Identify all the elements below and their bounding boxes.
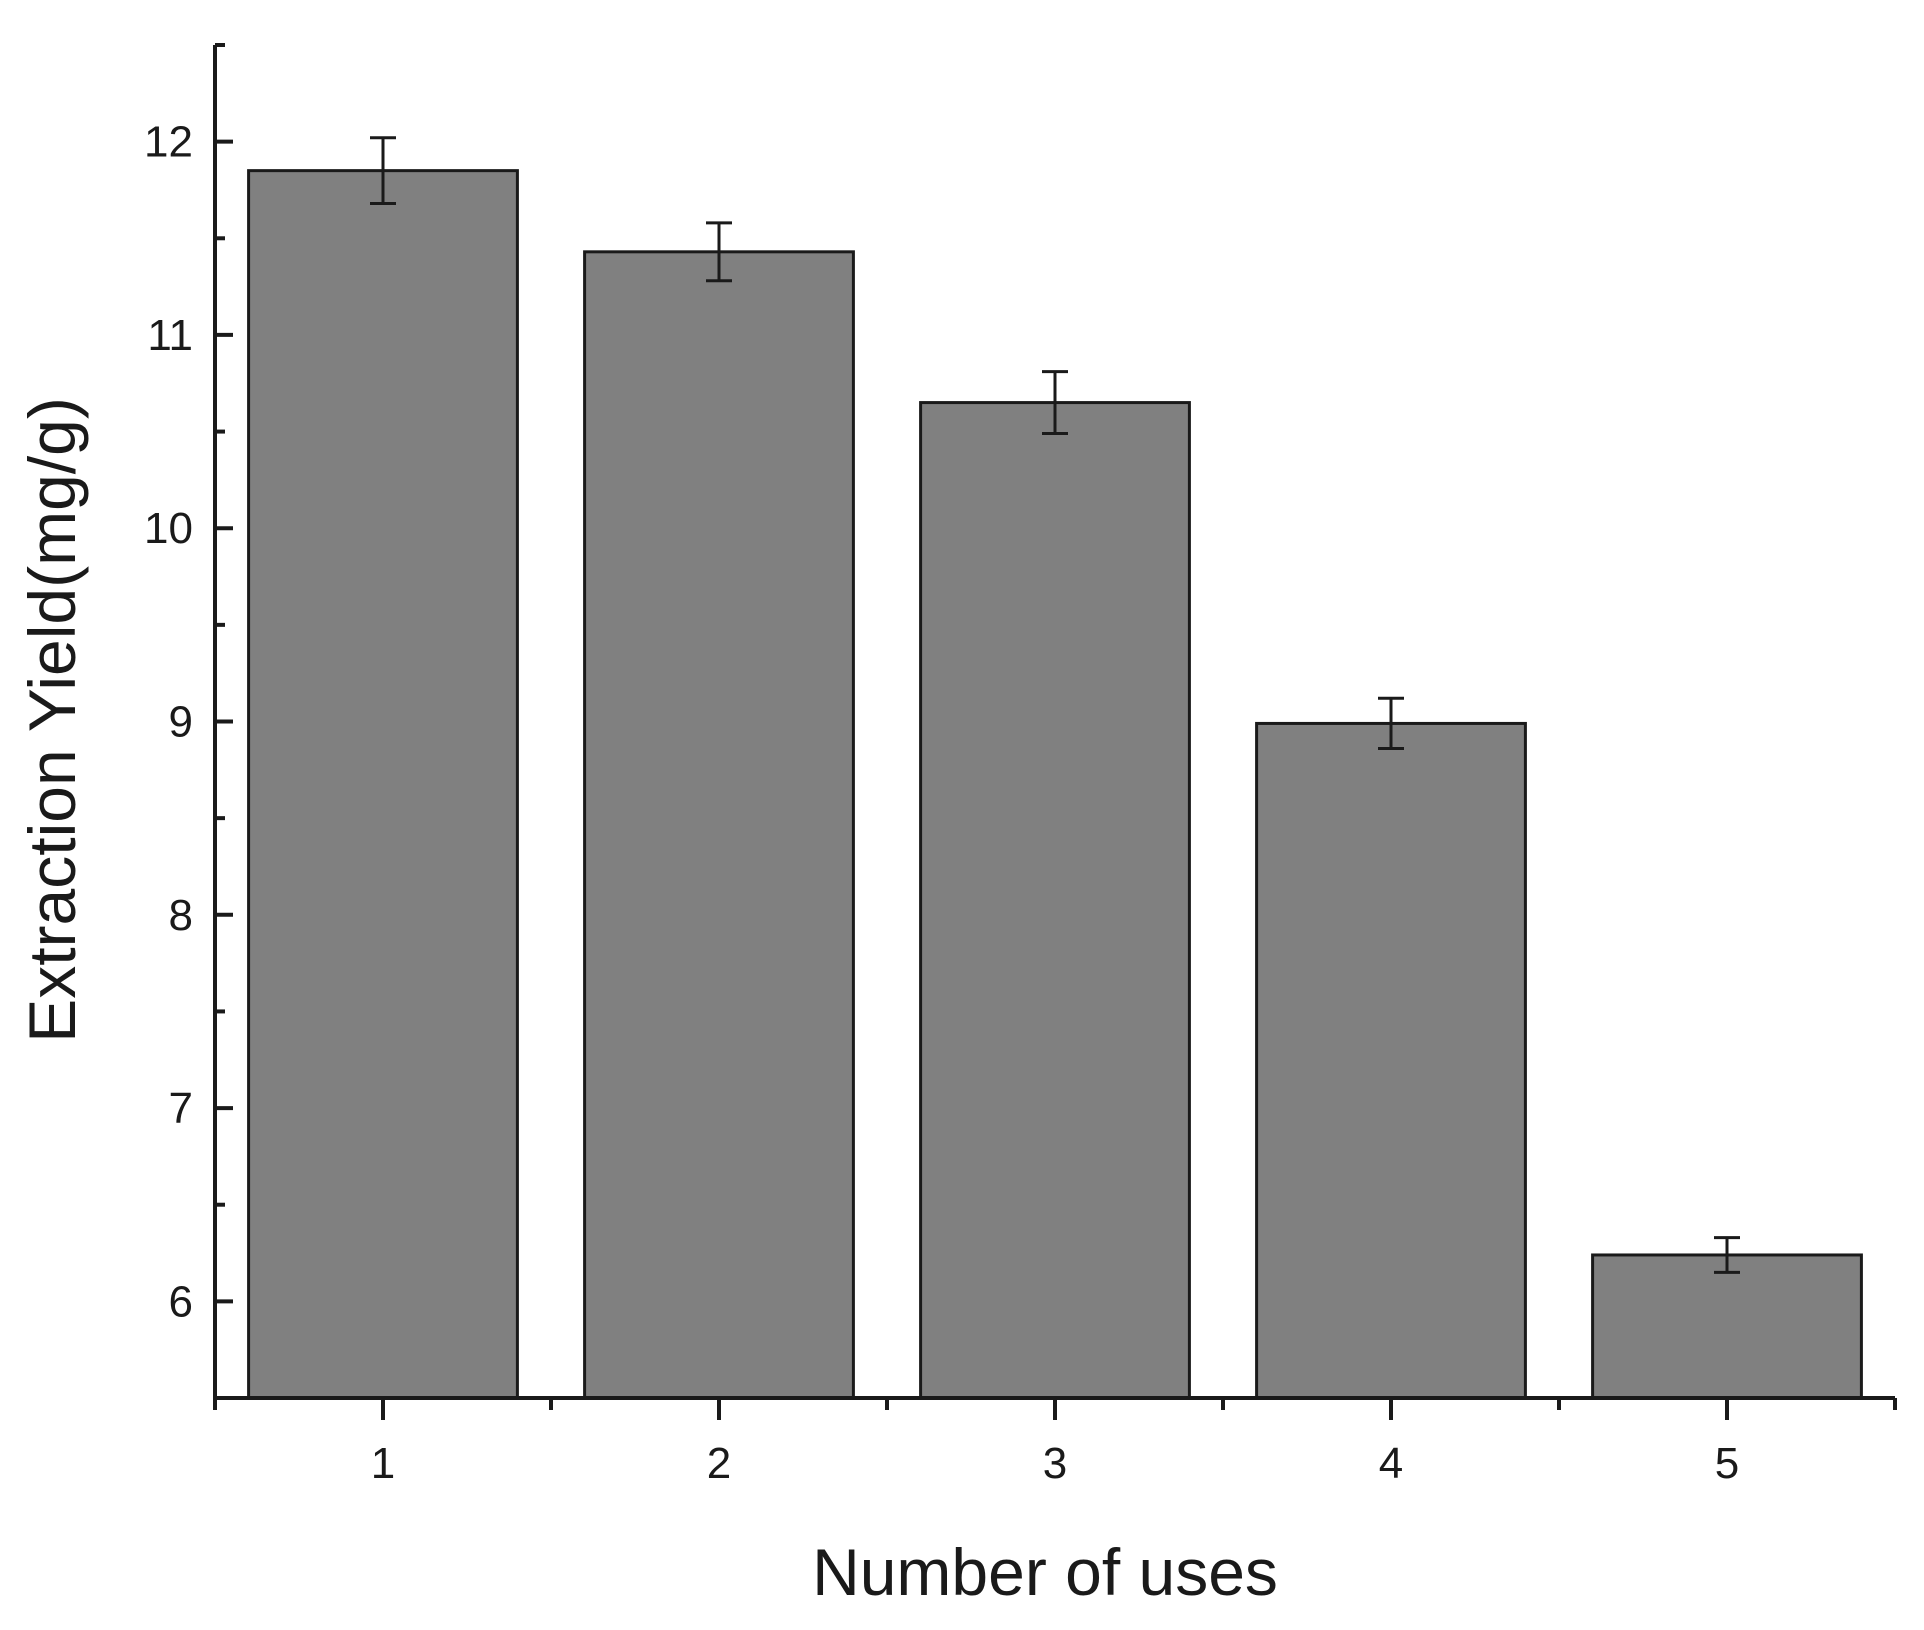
y-axis: 6 7 8 9 10 11 12 [144,43,233,1398]
bar-2 [583,250,855,1400]
error-bar-3 [1042,370,1068,436]
y-axis-title: Extraction Yield(mg/g) [15,397,89,1043]
bar-5 [1591,1253,1863,1400]
bar-3 [919,401,1191,1400]
bar-1 [247,169,519,1400]
y-tick-label: 11 [147,311,193,360]
bar-4 [1255,721,1527,1400]
y-tick-label: 6 [169,1277,193,1326]
y-tick-label: 7 [169,1084,193,1133]
error-bar-2 [706,221,732,283]
x-axis-title: Number of uses [812,1535,1278,1609]
chart-marks [247,136,1863,1400]
error-bar-4 [1378,696,1404,751]
y-tick-label: 12 [144,118,193,167]
y-tick-label: 9 [169,698,193,747]
x-tick-label: 3 [1043,1439,1067,1488]
x-tick-label: 5 [1715,1439,1739,1488]
y-tick-label: 10 [144,504,193,553]
error-bar-5 [1714,1236,1740,1274]
x-axis: 1 2 3 4 5 [213,1396,1897,1488]
error-bar-1 [370,136,396,205]
x-tick-label: 1 [371,1439,395,1488]
x-tick-label: 4 [1379,1439,1403,1488]
x-tick-label: 2 [707,1439,731,1488]
y-tick-label: 8 [169,891,193,940]
